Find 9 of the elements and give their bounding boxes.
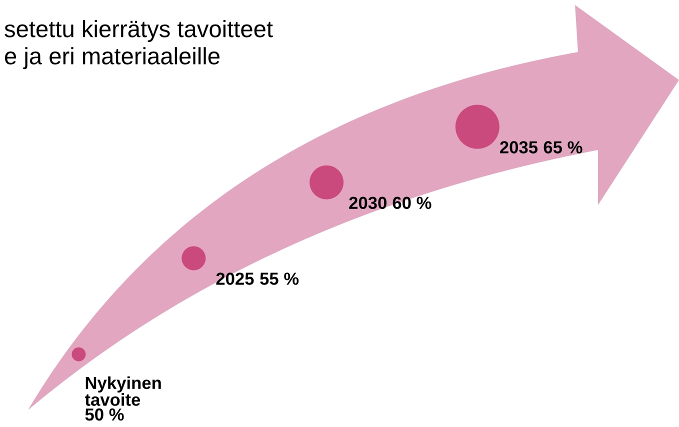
data-label: 60 % [392, 196, 432, 210]
data-label: 65 % [544, 141, 582, 154]
data-label: 55 % [260, 272, 299, 285]
category-label: 2025 [216, 272, 254, 285]
category-label: 2030 [349, 196, 386, 210]
category-label: Nykyinen tavoite [84, 376, 161, 406]
data-label: 50 % [85, 408, 124, 421]
text: setettu kierrätys tavoitteet e ja eri materiaaleille [4, 20, 273, 70]
category-label: 2035 [500, 141, 538, 154]
